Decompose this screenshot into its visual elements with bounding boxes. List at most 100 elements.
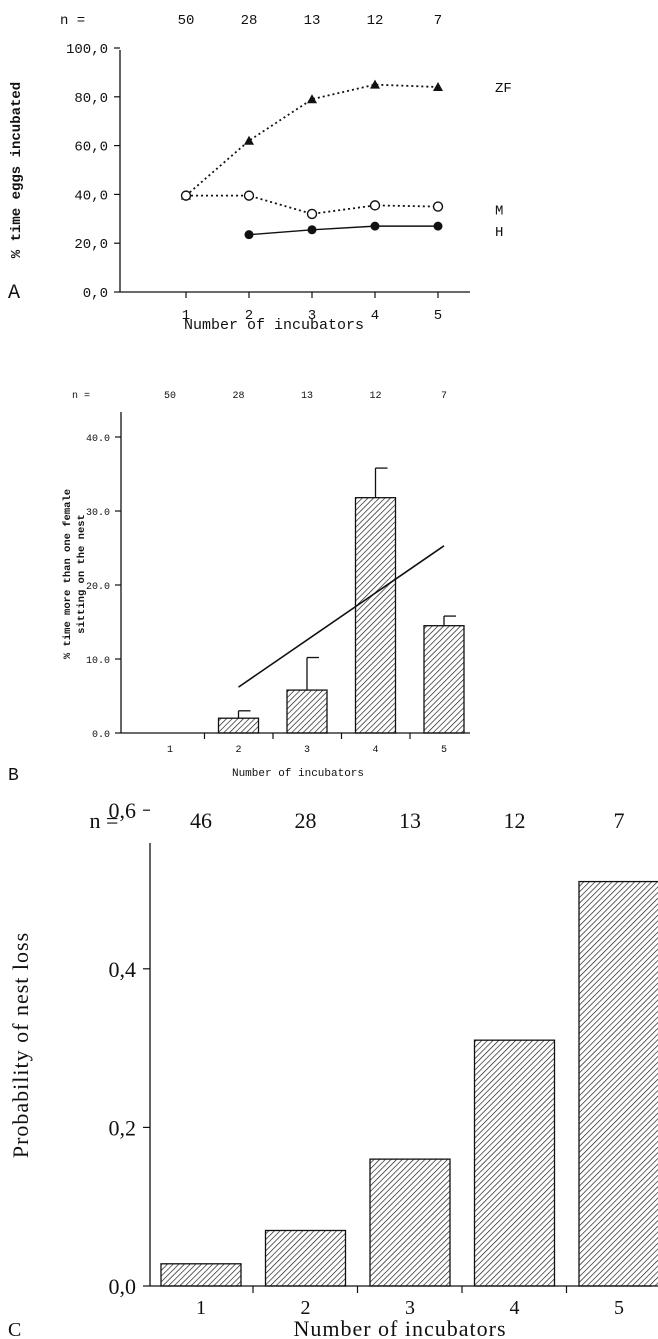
panel-c-y-tick-label: 0,4 bbox=[109, 957, 137, 982]
panel-a-point-triangle bbox=[370, 79, 380, 89]
panel-b-bars bbox=[217, 467, 465, 734]
panel-b-bar bbox=[423, 625, 465, 734]
panel-a-series-line bbox=[186, 194, 439, 215]
panel-c-n-value: 13 bbox=[399, 808, 421, 833]
panel-c-bar bbox=[369, 1158, 451, 1287]
panel-b-x-tick-label: 4 bbox=[372, 745, 378, 756]
panel-a-series-label: ZF bbox=[495, 81, 512, 97]
panel-c-n-values: 46 28 13 12 7 bbox=[190, 808, 625, 833]
panel-a-n-value: 13 bbox=[304, 13, 321, 29]
panel-a-n-value: 7 bbox=[434, 13, 442, 29]
panel-a-y-tick-label: 60,0 bbox=[74, 140, 108, 156]
panel-b-y-tick-label: 40.0 bbox=[86, 434, 110, 445]
panel-b-x-tick-label: 3 bbox=[304, 745, 310, 756]
panel-c-y-tick-label: 0,6 bbox=[109, 798, 137, 823]
panel-b-x-tick-label: 1 bbox=[167, 745, 173, 756]
panel-a-series: ZF MH bbox=[180, 79, 512, 241]
panel-c-y-tick-label: 0,0 bbox=[109, 1274, 137, 1299]
panel-b-y-ticks: 0.0 10.0 20.0 30.0 40.0 bbox=[86, 434, 121, 741]
panel-c-y-ticks: 0,0 0,2 0,4 0,6 bbox=[109, 798, 150, 1299]
panel-b-bar bbox=[354, 497, 397, 734]
panel-a-series-zf: ZF bbox=[181, 79, 512, 200]
panel-b-y-tick-label: 20.0 bbox=[86, 582, 110, 593]
panel-b-n-value: 12 bbox=[369, 391, 381, 402]
panel-a-x-tick-label: 3 bbox=[308, 308, 316, 324]
panel-a-point-triangle bbox=[433, 82, 443, 92]
panel-a-point-filled-circle bbox=[244, 230, 254, 240]
panel-a-x-tick-label: 2 bbox=[245, 308, 253, 324]
panel-c-n-value: 28 bbox=[295, 808, 317, 833]
panel-a-n-value: 12 bbox=[367, 13, 384, 29]
panel-b-bar bbox=[217, 717, 260, 734]
panel-a-point-open-circle bbox=[306, 208, 318, 220]
panel-a-series-m: M bbox=[180, 190, 503, 220]
panel-b-n-value: 7 bbox=[441, 391, 447, 402]
panel-c-bar bbox=[264, 1229, 347, 1287]
panel-a-point-open-circle bbox=[243, 190, 255, 201]
panel-c-bar bbox=[160, 1263, 242, 1287]
panel-a-point-filled-circle bbox=[307, 225, 317, 235]
panel-a-y-tick-label: 20,0 bbox=[74, 237, 108, 253]
panel-c-n-value: 12 bbox=[504, 808, 526, 833]
panel-a-n-value: 28 bbox=[241, 13, 258, 29]
panel-c-bars bbox=[160, 880, 658, 1287]
panel-a-series-h: H bbox=[244, 221, 503, 241]
panel-a-y-tick-label: 100,0 bbox=[66, 42, 108, 58]
panel-b-n-value: 50 bbox=[164, 391, 176, 402]
panel-b-y-axis-label-line2: sitting on the nest bbox=[76, 514, 88, 634]
panel-c-bar bbox=[473, 1039, 556, 1287]
panel-c-y-axis-label: Probability of nest loss bbox=[8, 932, 33, 1158]
panel-a-series-label: M bbox=[495, 204, 503, 220]
panel-c-x-axis-label: Number of incubators bbox=[293, 1316, 506, 1339]
panel-b-n-values: 50 28 13 12 7 bbox=[164, 391, 447, 402]
panel-c-x-tick-label: 3 bbox=[405, 1297, 415, 1319]
panel-a-point-open-circle bbox=[369, 200, 381, 211]
panel-a-series-line bbox=[248, 225, 438, 236]
panel-a: A n = 50 28 13 12 7 % time eggs incubated 0,… bbox=[8, 13, 512, 334]
panel-a-y-axis-label: % time eggs incubated bbox=[9, 82, 25, 258]
panel-c: C n = 46 28 13 12 7 Probability of nest loss… bbox=[8, 798, 658, 1339]
panel-a-x-tick-label: 1 bbox=[182, 308, 190, 324]
panel-a-letter: A bbox=[8, 282, 20, 305]
panel-b-y-tick-label: 0.0 bbox=[92, 730, 110, 741]
panel-a-y-ticks: 0,0 20,0 40,0 60,0 80,0 100,0 bbox=[66, 42, 120, 302]
panel-b-y-tick-label: 30.0 bbox=[86, 508, 110, 519]
panel-b-x-ticks: 1 2 3 4 5 bbox=[167, 733, 447, 756]
panel-a-y-tick-label: 40,0 bbox=[74, 188, 108, 204]
panel-b-n-label: n = bbox=[72, 391, 90, 402]
panel-a-x-axis-label: Number of incubators bbox=[184, 317, 364, 334]
panel-a-point-triangle bbox=[244, 135, 254, 145]
panel-a-n-label: n = bbox=[60, 13, 85, 29]
panel-b-y-tick-label: 10.0 bbox=[86, 656, 110, 667]
panel-b-n-value: 13 bbox=[301, 391, 313, 402]
panel-b-bar bbox=[286, 689, 328, 734]
panel-a-x-tick-label: 5 bbox=[434, 308, 442, 324]
panel-c-bar bbox=[578, 880, 658, 1287]
panel-c-letter: C bbox=[8, 1319, 21, 1339]
panel-a-point-open-circle bbox=[180, 190, 192, 201]
panel-c-n-value: 7 bbox=[614, 808, 625, 833]
panel-b-n-value: 28 bbox=[232, 391, 244, 402]
panel-b-x-tick-label: 5 bbox=[441, 745, 447, 756]
panel-c-x-ticks: 1 2 3 4 5 bbox=[196, 1286, 624, 1319]
panel-b: B n = 50 28 13 12 7 % time more than one fem… bbox=[8, 391, 470, 786]
panel-a-x-tick-label: 4 bbox=[371, 308, 379, 324]
panel-b-letter: B bbox=[8, 766, 19, 786]
panel-c-x-tick-label: 1 bbox=[196, 1297, 206, 1319]
panel-a-point-triangle bbox=[307, 94, 317, 104]
panel-a-series-label: H bbox=[495, 225, 503, 241]
panel-a-point-filled-circle bbox=[370, 221, 380, 231]
panel-c-n-label: n = bbox=[90, 808, 119, 833]
panel-a-series-line bbox=[185, 83, 439, 197]
panel-c-x-tick-label: 5 bbox=[614, 1297, 624, 1319]
panel-a-point-filled-circle bbox=[433, 221, 443, 231]
panel-a-n-value: 50 bbox=[178, 13, 195, 29]
panel-c-x-tick-label: 4 bbox=[510, 1297, 520, 1319]
panel-a-n-values: 50 28 13 12 7 bbox=[178, 13, 443, 29]
panel-b-trend-line bbox=[238, 545, 445, 688]
panel-a-y-tick-label: 0,0 bbox=[83, 286, 108, 302]
panel-b-y-axis-label-line1: % time more than one female bbox=[62, 489, 74, 659]
panel-c-n-value: 46 bbox=[190, 808, 212, 833]
panel-b-x-axis-label: Number of incubators bbox=[232, 768, 364, 780]
